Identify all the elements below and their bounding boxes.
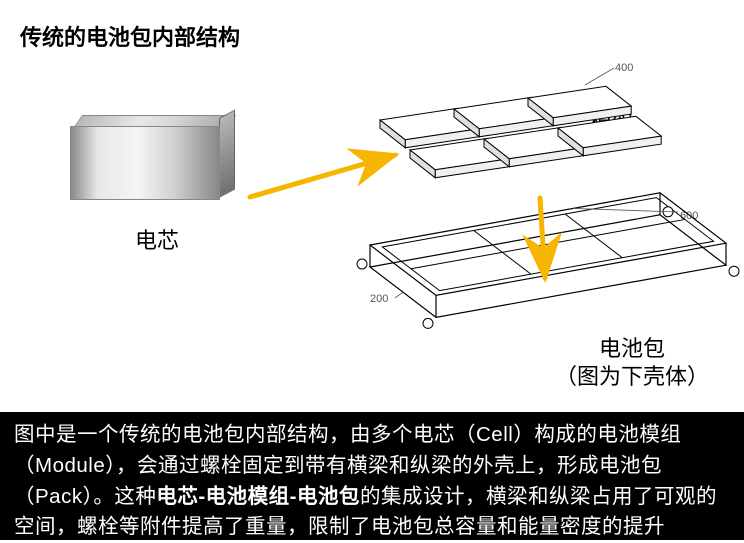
callout-pack-width: 600 xyxy=(680,210,698,222)
footer-bold: 电芯-电池模组-电池包 xyxy=(156,485,360,508)
callout-module-dim: 400 xyxy=(615,62,633,74)
battery-cell xyxy=(70,115,240,200)
module-label: 模组 xyxy=(590,105,634,137)
pack-label: 电池包 （图为下壳体） xyxy=(555,335,709,390)
pack-label-line2: （图为下壳体） xyxy=(555,364,709,389)
page-title: 传统的电池包内部结构 xyxy=(20,20,240,52)
callout-pack-depth: 200 xyxy=(370,293,388,305)
footer-text: 图中是一个传统的电池包内部结构，由多个电芯（Cell）构成的电池模组（Modul… xyxy=(0,412,744,540)
diagram: 电芯 模组 电池包 （图为下壳体） 400 600 200 xyxy=(0,50,744,410)
pack-label-line1: 电池包 xyxy=(599,336,665,361)
cell-label: 电芯 xyxy=(135,223,179,255)
